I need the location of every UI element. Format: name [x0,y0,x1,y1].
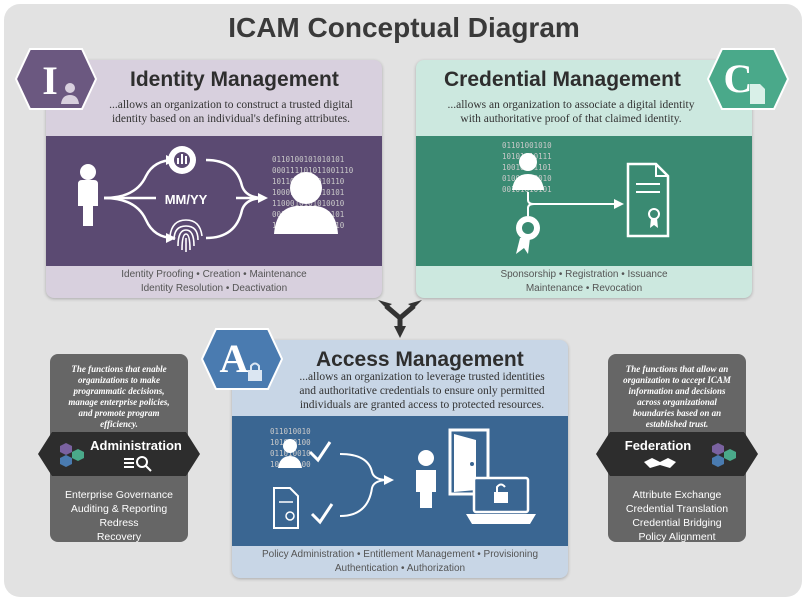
certificate-icon [273,487,299,529]
door-icon [448,428,490,496]
access-letter: A [220,336,249,381]
administration-panel: The functions that enable organizations … [38,354,200,543]
access-management-description: ...allows an organization to leverage tr… [299,371,545,411]
person-icon [416,450,436,508]
certificate-icon [626,162,670,238]
lock-icon [248,362,262,381]
identity-management-functions: Identity Proofing • Creation • Maintenan… [121,269,307,294]
svg-text:011010010: 011010010 [270,449,311,458]
credential-management-illustration: 01101001010 10101010111 10010101101 0100… [416,136,752,266]
svg-text:000111101011001110: 000111101011001110 [272,166,354,175]
access-hexagon-badge: A [200,328,284,390]
access-management-title: Access Management [316,348,524,371]
identity-letter: I [42,58,58,103]
person-icon [278,439,302,468]
identity-management-illustration: MM/YY 0110100101010101 00011110101100111… [46,136,382,266]
credential-management-title: Credential Management [444,68,681,91]
digital-identity-icon [274,172,338,234]
administration-label: Administration [90,438,182,453]
check-icon [308,441,332,463]
identity-management-card: Identity Management ...allows an organiz… [46,60,382,298]
administration-description: The functions that enable organizations … [68,364,170,429]
diagram-title: ICAM Conceptual Diagram [228,12,580,43]
svg-text:0110100101010101: 0110100101010101 [272,155,344,164]
credential-hexagon-badge: C [706,48,790,110]
federation-banner: Federation [596,432,758,476]
identity-hexagon-badge: I [14,48,98,110]
access-management-card: Access Management ...allows an organizat… [232,340,568,578]
svg-text:011010010: 011010010 [270,427,311,436]
laptop-icon [466,476,536,524]
access-management-functions: Policy Administration • Entitlement Mana… [261,549,539,574]
user-icon [61,83,79,104]
credential-management-functions: Sponsorship • Registration • Issuance Ma… [500,269,668,294]
federation-description: The functions that allow an organization… [623,364,731,429]
audit-icon [124,456,152,472]
date-label: MM/YY [165,192,208,207]
credential-letter: C [724,56,753,101]
administration-items: Enterprise Governance Auditing & Reporti… [65,489,173,543]
credential-management-card: Credential Management ...allows an organ… [416,60,752,298]
federation-label: Federation [625,438,692,453]
person-icon [512,153,544,190]
seal-icon [516,216,540,254]
identity-management-description: ...allows an organization to construct a… [109,99,353,125]
fingerprint-icon [169,219,203,252]
document-icon [750,84,765,104]
administration-banner: Administration [38,432,200,476]
person-icon [78,164,98,226]
chart-icon [168,146,196,174]
check-icon [310,503,334,525]
federation-items: Attribute Exchange Credential Translatio… [625,489,729,543]
identity-management-title: Identity Management [130,68,339,91]
svg-text:01101001010: 01101001010 [502,141,552,150]
connector-arrows-icon [378,300,422,338]
handshake-icon [644,458,676,468]
hexagon-cluster-icon [712,443,736,467]
federation-panel: The functions that allow an organization… [596,354,758,543]
hexagon-cluster-icon [60,443,84,467]
credential-management-description: ...allows an organization to associate a… [447,99,695,125]
